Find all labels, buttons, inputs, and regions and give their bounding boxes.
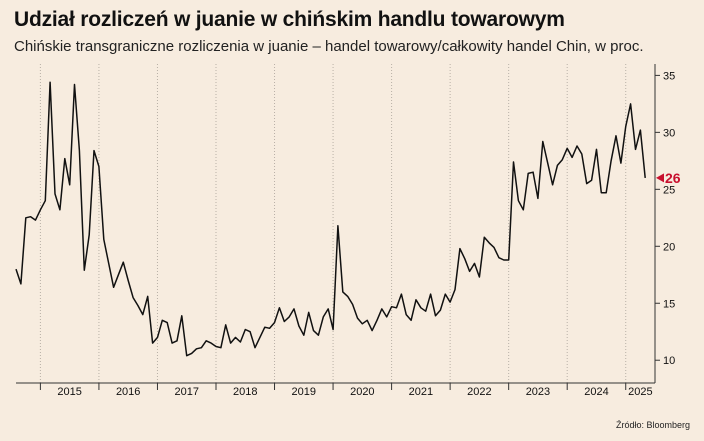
tick-labels: 2015 2016 2017 2018 2019 2020 2021 2022 2023 2024… [57,70,680,398]
x-tick-label: 2025 [628,386,652,398]
series-line [15,81,646,357]
x-tick-label: 2022 [467,386,491,398]
y-tick-label: 35 [663,70,675,82]
x-tick-label: 2015 [57,386,81,398]
x-tick-label: 2019 [292,386,316,398]
x-tick-label: 2017 [174,386,198,398]
chart-subtitle: Chińskie transgraniczne rozliczenia w ju… [14,38,644,55]
last-value-marker [656,173,664,183]
y-tick-label: 10 [663,355,675,367]
last-value-label: 26 [665,170,681,186]
series-layer [15,81,646,357]
y-tick-label: 20 [663,241,675,253]
x-tick-label: 2024 [584,386,608,398]
y-tick-label: 15 [663,298,675,310]
y-tick-label: 30 [663,127,675,139]
chart-title: Udział rozliczeń w juanie w chińskim han… [14,8,565,31]
gridlines [39,64,627,383]
x-tick-label: 2021 [409,386,433,398]
x-tick-label: 2016 [116,386,140,398]
source-note: Źródło: Bloomberg [615,420,690,430]
axes [16,64,660,390]
x-tick-label: 2018 [233,386,257,398]
x-tick-label: 2020 [350,386,374,398]
x-tick-label: 2023 [526,386,550,398]
y-tick-label: 25 [663,184,675,196]
